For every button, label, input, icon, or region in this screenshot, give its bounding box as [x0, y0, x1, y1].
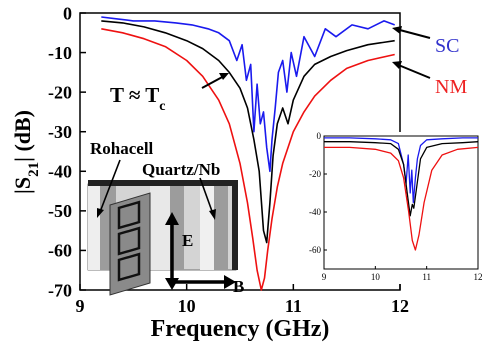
main-y-tick-label: -40 [48, 162, 72, 182]
rohacell-slab-left [88, 184, 102, 270]
metamaterial-diagram: Rohacell Quartz/Nb E B [87, 139, 244, 296]
inset-x-tick-label: 11 [422, 272, 431, 282]
b-field-label: B [233, 277, 244, 296]
b-field-arrowhead [224, 275, 236, 289]
rohacell-slab-mid [150, 184, 172, 270]
srr-board [109, 192, 151, 296]
inset-y-tick-label: -40 [309, 207, 321, 217]
inset-x-tick-label: 12 [474, 272, 483, 282]
nm-annotation: NM [392, 61, 467, 98]
srr-3 [117, 252, 141, 282]
split-ring-resonators [109, 192, 151, 296]
nm-label: NM [435, 76, 467, 98]
inset-ticks: 9 10 11 12 0 -20 -40 -60 [309, 131, 483, 282]
main-y-tick-label: 0 [63, 3, 72, 23]
inset-x-tick-label: 10 [371, 272, 381, 282]
inset-y-tick-label: -60 [309, 245, 321, 255]
x-axis-label: Frequency (GHz) [151, 316, 330, 342]
inset-series [324, 137, 479, 251]
srr-2 [117, 226, 141, 256]
main-y-tick-label: -20 [48, 82, 72, 102]
main-y-tick-label: -60 [48, 241, 72, 261]
tc-arrowhead [219, 73, 229, 80]
inset-y-tick-label: -20 [309, 169, 321, 179]
e-field-arrowhead [165, 212, 179, 225]
inset-plot-frame [323, 135, 479, 270]
nm-arrow [395, 63, 431, 79]
inset-background [315, 132, 481, 284]
main-series [101, 16, 395, 291]
inset-plot: 9 10 11 12 0 -20 -40 -60 [309, 131, 483, 284]
quartz-arrow [199, 177, 214, 215]
main-x-tick-label: 11 [285, 296, 302, 316]
sc-arrow [395, 28, 431, 39]
rohacell-label: Rohacell [90, 139, 154, 158]
main-plot: 9 10 11 12 0 -10 -20 -30 -40 -50 -60 -70 Frequency … [10, 3, 409, 342]
srr-1 [117, 200, 141, 230]
rohacell-arrow [99, 159, 121, 213]
tc-label: T ≈ Tc [110, 83, 166, 114]
quartz-slab-3 [214, 184, 228, 270]
inset-x-tick-label: 9 [322, 272, 327, 282]
main-y-tick-label: -10 [48, 43, 72, 63]
nm-arrowhead [392, 61, 402, 69]
main-y-tick-label: -30 [48, 122, 72, 142]
inset-series-series-1 [324, 141, 479, 217]
main-series-t-tc [101, 20, 395, 244]
main-x-tick-label: 10 [178, 296, 196, 316]
main-series-nm [101, 28, 395, 291]
main-y-tick-label: -70 [48, 280, 72, 300]
sc-arrowhead [392, 26, 402, 34]
main-y-tick-label: -50 [48, 201, 72, 221]
main-x-tick-label: 9 [76, 296, 85, 316]
diagram-right-bar [232, 180, 238, 270]
inset-series-series-0 [324, 137, 478, 204]
sc-label: SC [435, 35, 459, 57]
e-field-tail [165, 278, 179, 290]
quartz-label: Quartz/Nb [142, 160, 220, 179]
quartz-arrowhead [209, 209, 216, 220]
main-series-sc [101, 16, 395, 173]
main-ticks: 9 10 11 12 0 -10 -20 -30 -40 -50 -60 -70 [48, 3, 409, 316]
sc-annotation: SC [392, 26, 459, 57]
inset-y-tick-label: 0 [317, 131, 322, 141]
y-axis-label: |S21| (dB) [10, 110, 42, 194]
main-x-tick-label: 12 [391, 296, 409, 316]
inset-series-series-2 [324, 146, 479, 251]
rohacell-arrowhead [97, 208, 104, 218]
e-field-label: E [182, 231, 193, 250]
tc-annotation: T ≈ Tc [110, 73, 229, 114]
diagram-top-bar [88, 180, 236, 186]
